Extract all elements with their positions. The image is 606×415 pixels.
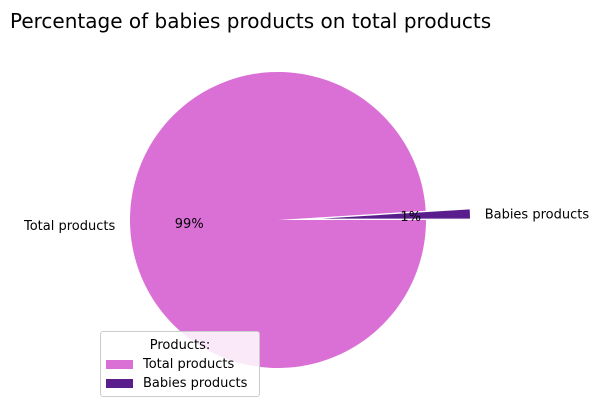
slice-percent-total-products: 99%: [175, 217, 204, 232]
legend-title: Products:: [149, 338, 211, 353]
legend-swatch-babies-products: [106, 379, 133, 388]
legend-entry-babies-products: Babies products: [101, 374, 259, 393]
legend-label-babies-products: Babies products: [143, 376, 248, 391]
slice-label-total-products: Total products: [23, 219, 115, 234]
pie-slice-total-products: [129, 72, 426, 369]
slice-percent-babies-products: 1%: [400, 210, 421, 225]
legend-label-total-products: Total products: [143, 357, 235, 372]
pie-labels: Babies products 1% Total products 99%: [23, 208, 589, 235]
legend-entry-total-products: Total products: [101, 355, 259, 374]
legend: Products: Total products Babies products: [100, 331, 260, 397]
chart-title: Percentage of babies products on total p…: [10, 9, 491, 33]
legend-swatch-total-products: [106, 360, 133, 369]
slice-label-babies-products: Babies products: [485, 208, 590, 223]
pie-slices: [129, 72, 470, 369]
pie-slice-babies-products: [321, 209, 470, 219]
